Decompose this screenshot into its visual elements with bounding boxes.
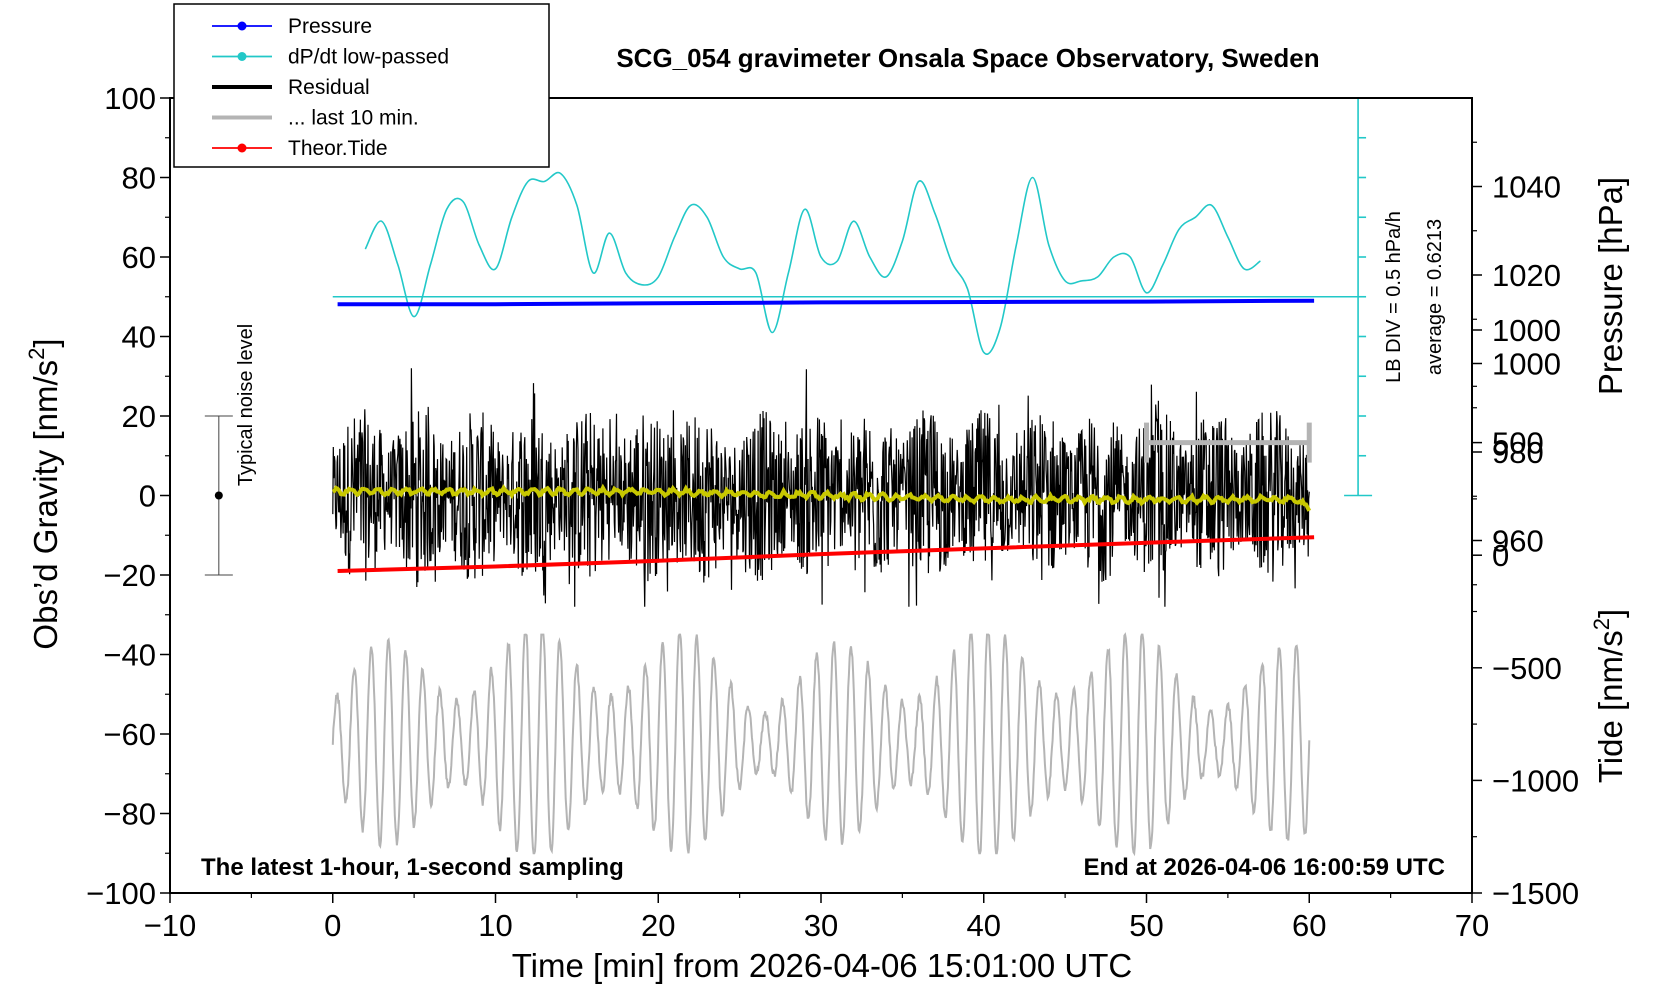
legend-marker xyxy=(237,143,247,153)
y-tick-label: −60 xyxy=(103,717,156,752)
x-tick-label: 30 xyxy=(804,908,838,943)
data-layer xyxy=(204,97,1373,857)
tide-axis-label: Tide [nm/s2] xyxy=(1589,609,1629,783)
y-tick-label: −80 xyxy=(103,797,156,832)
legend-label: Pressure xyxy=(288,15,372,38)
noise-level-label: Typical noise level xyxy=(235,324,257,486)
legend-label: ... last 10 min. xyxy=(288,107,419,130)
y-tick-label: 40 xyxy=(122,320,156,355)
x-tick-label: 20 xyxy=(641,908,675,943)
x-tick-label: −10 xyxy=(144,908,197,943)
x-axis-label: Time [min] from 2026-04-06 15:01:00 UTC xyxy=(512,947,1133,984)
average-label: average = 0.6213 xyxy=(1424,219,1446,375)
legend: Pressure dP/dt low-passed Residual ... last… xyxy=(173,3,550,168)
x-tick-label: 40 xyxy=(967,908,1001,943)
residual-series xyxy=(332,368,1310,607)
y-tick-label: −20 xyxy=(103,558,156,593)
dpdt-series xyxy=(364,171,1261,355)
lb-div-label: LB DIV = 0.5 hPa/h xyxy=(1383,211,1405,383)
y-tick-label: 0 xyxy=(139,479,156,514)
x-tick-label: 0 xyxy=(324,908,341,943)
tide-tick-label: −500 xyxy=(1492,651,1562,686)
bottom-left-annotation: The latest 1-hour, 1-second sampling xyxy=(201,854,624,881)
pressure-axis-label: Pressure [hPa] xyxy=(1592,177,1629,395)
y-tick-label: 60 xyxy=(122,240,156,275)
y-tick-label: 100 xyxy=(104,81,156,116)
y-tick-label: −100 xyxy=(86,876,156,911)
tide-tick-label: 1000 xyxy=(1492,313,1561,348)
noise-bar-center xyxy=(214,491,223,500)
x-tick-label: 50 xyxy=(1129,908,1163,943)
y-tick-label: −40 xyxy=(103,638,156,673)
chart-title: SCG_054 gravimeter Onsala Space Observat… xyxy=(616,43,1319,73)
legend-marker xyxy=(237,21,247,31)
tide-tick-label: 0 xyxy=(1492,538,1509,573)
legend-marker xyxy=(237,52,247,61)
tide-series xyxy=(337,535,1315,573)
pressure-tick-label: 1000 xyxy=(1492,347,1561,382)
legend-label: Residual xyxy=(288,76,370,99)
pressure-tick-label: 1020 xyxy=(1492,258,1561,293)
legend-label: Theor.Tide xyxy=(288,137,388,160)
residual-smoothed-series xyxy=(331,483,1312,512)
y-tick-label: 20 xyxy=(122,399,156,434)
axes-layer: −10 0 10 20 30 40 50 60 70−100−80−60−40−20020406… xyxy=(86,81,1579,943)
pressure-tick-label: 1040 xyxy=(1492,170,1561,205)
tide-tick-label: −1000 xyxy=(1492,763,1579,798)
last-10-min-series xyxy=(331,632,1311,857)
y-tick-label: 80 xyxy=(122,161,156,196)
x-tick-label: 60 xyxy=(1292,908,1326,943)
tide-tick-label: 500 xyxy=(1492,426,1544,461)
pressure-tick-label: 960 xyxy=(1492,524,1544,559)
y-axis-label: Obs’d Gravity [nm/s2] xyxy=(24,338,64,649)
tide-tick-label: −1500 xyxy=(1492,876,1579,911)
legend-label: dP/dt low-passed xyxy=(288,46,449,69)
x-tick-label: 10 xyxy=(478,908,512,943)
bottom-right-annotation: End at 2026-04-06 16:00:59 UTC xyxy=(1084,854,1446,881)
pressure-series xyxy=(337,298,1315,307)
pressure-tick-label: 980 xyxy=(1492,435,1544,470)
x-tick-label: 70 xyxy=(1455,908,1489,943)
